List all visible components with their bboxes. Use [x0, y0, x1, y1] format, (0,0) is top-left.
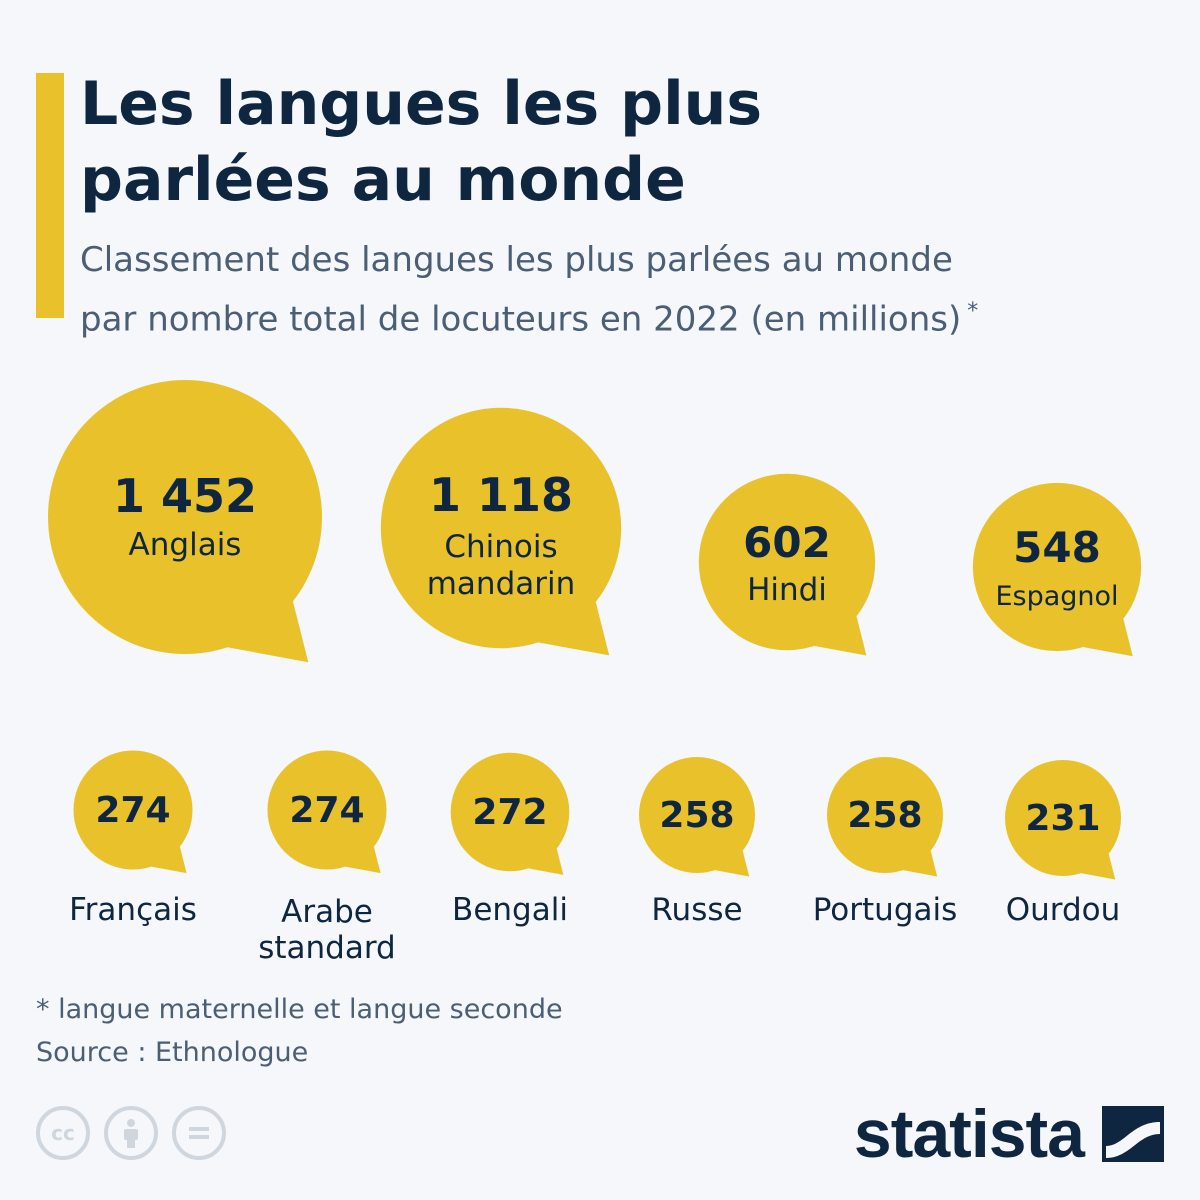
bubble-value: 274: [95, 790, 170, 831]
bubble-tail: [1080, 853, 1116, 880]
bubble-tail: [714, 850, 750, 877]
bubble-10: 231 Ourdou: [1005, 760, 1121, 928]
no-derivatives-icon[interactable]: [172, 1106, 226, 1160]
license-icons: cc: [36, 1106, 226, 1160]
bubble-label: Français: [69, 892, 197, 928]
bubble-tail: [227, 601, 309, 663]
bubble-label: Russe: [651, 892, 742, 928]
footnote: * langue maternelle et langue seconde: [36, 994, 563, 1025]
bubble-circle: [639, 757, 755, 873]
bubble-tail: [345, 846, 381, 874]
bubble-9: 258 Portugais: [813, 757, 958, 928]
bubble-tail: [902, 850, 938, 877]
title-accent-bar: [36, 73, 64, 318]
attribution-icon[interactable]: [104, 1106, 158, 1160]
bubble-circle: [73, 750, 193, 870]
bubble-label: mandarin: [427, 566, 576, 602]
bubble-4: 548 Espagnol: [972, 482, 1142, 657]
bubble-label: Arabe: [281, 894, 373, 930]
bubble-tail: [528, 848, 564, 875]
subtitle-footnote-mark: *: [967, 299, 979, 324]
bubble-label: Ourdou: [1006, 892, 1121, 928]
bubble-7: 272 Bengali: [450, 752, 570, 928]
bubble-value: 548: [1013, 523, 1101, 572]
bubble-value: 602: [743, 518, 831, 567]
bubble-circle: [450, 752, 570, 872]
bubble-label: standard: [258, 930, 396, 966]
bubble-8: 258 Russe: [639, 757, 755, 928]
bubble-value: 258: [847, 795, 922, 836]
bubble-5: 274 Français: [69, 750, 197, 928]
page-title: Les langues les plus parlées au monde: [80, 69, 763, 215]
page-subtitle: Classement des langues les plus parlées …: [80, 234, 1140, 345]
bubble-circle: [972, 482, 1142, 652]
brand-name: statista: [853, 1096, 1085, 1172]
bubble-value: 231: [1025, 798, 1100, 839]
bubble-value: 258: [659, 795, 734, 836]
subtitle-text: Classement des langues les plus parlées …: [80, 240, 962, 340]
bubble-1: 1 452 Anglais: [48, 380, 322, 663]
bubble-label: Chinois: [444, 529, 557, 565]
bubble-label: Espagnol: [995, 581, 1118, 612]
bubble-circle: [1005, 760, 1121, 876]
bubble-tail: [814, 616, 867, 656]
bubble-value: 272: [472, 792, 547, 833]
bubble-circle: [267, 750, 387, 870]
statista-logo[interactable]: statista: [854, 1098, 1164, 1170]
bubble-value: 1 452: [113, 469, 257, 523]
bubble-tail: [151, 846, 187, 874]
cc-icon[interactable]: cc: [36, 1106, 90, 1160]
bubble-label: Anglais: [129, 527, 242, 563]
source-line: Source : Ethnologue: [36, 1037, 309, 1068]
bubble-circle: [698, 473, 876, 651]
bubble-circle: [380, 407, 622, 649]
bubble-value: 274: [289, 790, 364, 831]
bubble-3: 602 Hindi: [698, 473, 876, 656]
bubble-label: Bengali: [452, 892, 568, 928]
bubble-label: Hindi: [747, 572, 827, 608]
bubble-circle: [827, 757, 943, 873]
bubble-circle: [48, 380, 322, 654]
bubble-value: 1 118: [429, 468, 573, 522]
bubble-tail: [538, 602, 610, 656]
bubble-label: Portugais: [813, 892, 958, 928]
bubble-tail: [1083, 618, 1133, 657]
statista-logo-icon: [1102, 1106, 1164, 1162]
chart-notes: * langue maternelle et langue seconde So…: [36, 988, 563, 1074]
